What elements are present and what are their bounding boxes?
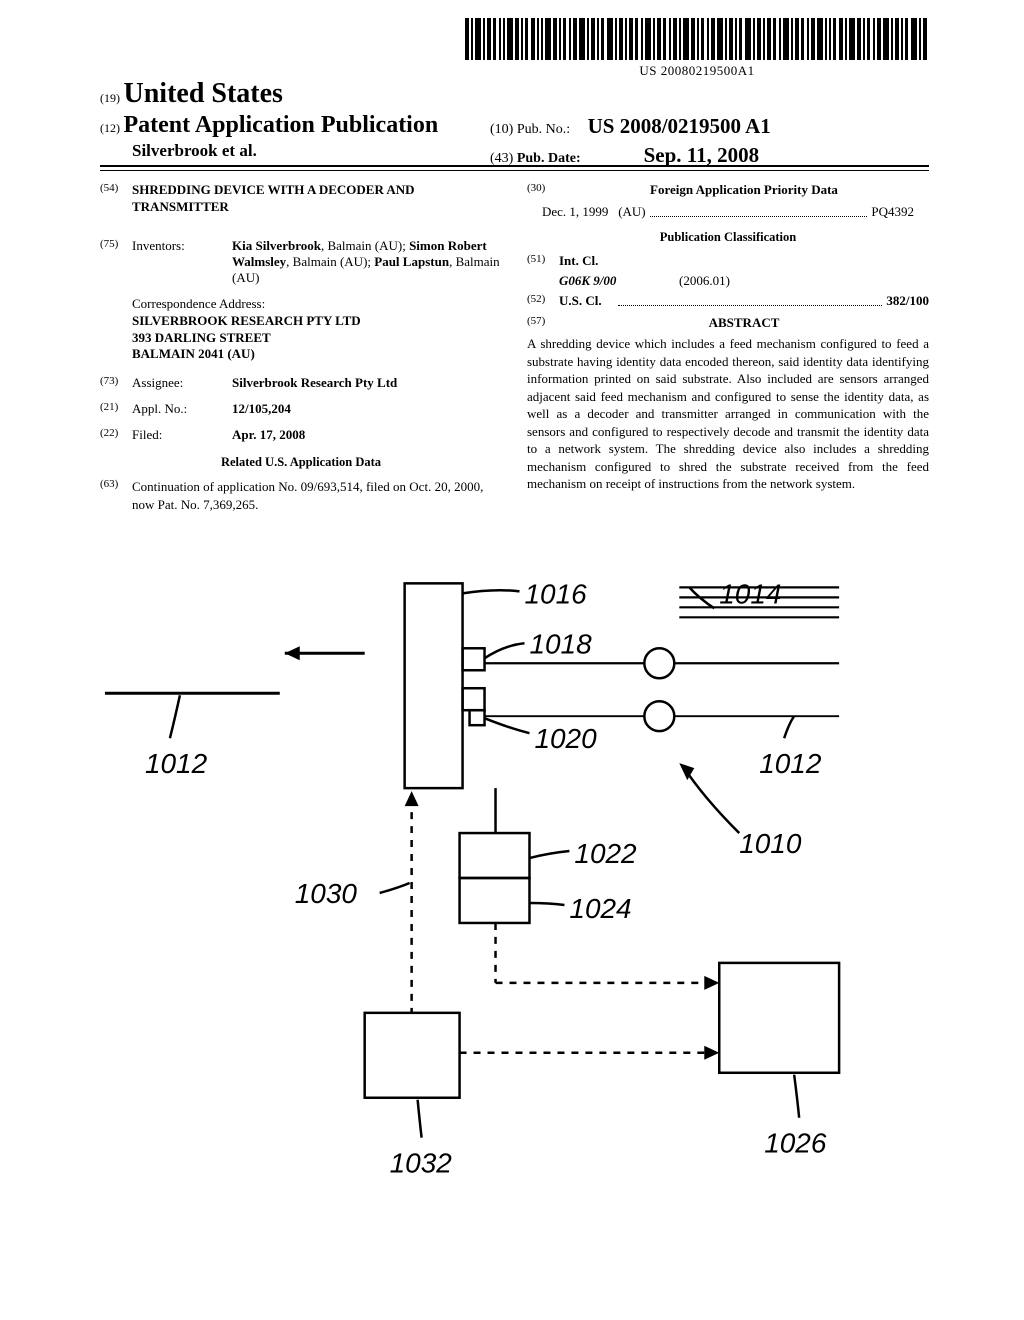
intcl-code-row: G06K 9/00 (2006.01): [559, 273, 929, 289]
corr-label: Correspondence Address:: [132, 296, 502, 313]
continuation-row: (63) Continuation of application No. 09/…: [100, 478, 502, 513]
intcl-num: (51): [527, 253, 559, 269]
barcode-block: US 20080219500A1: [465, 18, 929, 79]
country-num: (19): [100, 91, 120, 105]
filed-value: Apr. 17, 2008: [232, 427, 502, 443]
header-right: (10) Pub. No.: US 2008/0219500 A1 (43) P…: [490, 114, 771, 168]
right-column: (30) Foreign Application Priority Data D…: [527, 182, 929, 523]
corr-line2: 393 DARLING STREET: [132, 330, 502, 347]
pubno-num: (10): [490, 122, 513, 137]
correspondence: Correspondence Address: SILVERBROOK RESE…: [132, 296, 502, 364]
pubdate-value: Sep. 11, 2008: [644, 143, 760, 167]
intcl-row: (51) Int. Cl.: [527, 253, 929, 269]
abstract-num: (57): [527, 315, 559, 331]
foreign-date: Dec. 1, 1999: [542, 204, 608, 220]
inventors-label: Inventors:: [132, 238, 232, 286]
applno-label: Appl. No.:: [132, 401, 232, 417]
applno-num: (21): [100, 401, 132, 417]
divider: [100, 165, 929, 171]
barcode-text: US 20080219500A1: [465, 63, 929, 79]
dots: [650, 204, 868, 217]
label-1012-left: 1012: [145, 748, 208, 779]
cont-text: Continuation of application No. 09/693,5…: [132, 478, 502, 513]
left-column: (54) SHREDDING DEVICE WITH A DECODER AND…: [100, 182, 502, 523]
foreign-country: (AU): [618, 204, 645, 220]
title-num: (54): [100, 182, 132, 216]
assignee-label: Assignee:: [132, 375, 232, 391]
label-1022: 1022: [574, 838, 637, 869]
pubdate-label: Pub. Date:: [517, 151, 581, 166]
foreign-appno: PQ4392: [871, 204, 914, 220]
patent-page: US 20080219500A1 (19) United States (12)…: [0, 0, 1024, 1320]
label-1020: 1020: [534, 723, 597, 754]
assignee-row: (73) Assignee: Silverbrook Research Pty …: [100, 375, 502, 391]
uscl-row: (52) U.S. Cl. 382/100: [527, 293, 929, 309]
label-1024: 1024: [569, 893, 631, 924]
label-1026: 1026: [764, 1128, 827, 1159]
label-1016: 1016: [524, 578, 587, 609]
country-name: United States: [124, 78, 283, 109]
abstract-text: A shredding device which includes a feed…: [527, 335, 929, 493]
intcl-code: G06K 9/00: [559, 273, 679, 289]
dots2: [618, 293, 882, 306]
label-1018: 1018: [529, 628, 592, 659]
pub-type: Patent Application Publication: [124, 112, 439, 138]
pubno-label: Pub. No.:: [517, 122, 570, 137]
applno-value: 12/105,204: [232, 401, 502, 417]
uscl-label: U.S. Cl.: [559, 293, 614, 309]
inventors-row: (75) Inventors: Kia Silverbrook, Balmain…: [100, 238, 502, 286]
pubclass-header: Publication Classification: [527, 230, 929, 245]
intcl-year: (2006.01): [679, 273, 730, 289]
figure-svg: 1016 1014 1018 1020 1012 1012 1010 1022 …: [100, 573, 929, 1193]
figure-diagram: 1016 1014 1018 1020 1012 1012 1010 1022 …: [100, 573, 929, 1193]
country-line: (19) United States: [100, 78, 438, 110]
cont-num: (63): [100, 478, 132, 513]
label-1012-right: 1012: [759, 748, 822, 779]
filed-row: (22) Filed: Apr. 17, 2008: [100, 427, 502, 443]
label-1014: 1014: [719, 578, 781, 609]
pubno-value: US 2008/0219500 A1: [588, 114, 771, 138]
pub-type-line: (12) Patent Application Publication: [100, 112, 438, 139]
label-1010: 1010: [739, 828, 802, 859]
abstract-label: ABSTRACT: [559, 315, 929, 331]
foreign-header-row: (30) Foreign Application Priority Data: [527, 182, 929, 198]
biblio-columns: (54) SHREDDING DEVICE WITH A DECODER AND…: [100, 182, 929, 523]
pubdate-num: (43): [490, 151, 513, 166]
corr-line1: SILVERBROOK RESEARCH PTY LTD: [132, 313, 502, 330]
assignee-num: (73): [100, 375, 132, 391]
foreign-num: (30): [527, 182, 559, 198]
title-text: SHREDDING DEVICE WITH A DECODER AND TRAN…: [132, 182, 502, 216]
corr-line3: BALMAIN 2041 (AU): [132, 346, 502, 363]
label-1032: 1032: [390, 1148, 453, 1179]
related-header: Related U.S. Application Data: [100, 455, 502, 470]
filed-num: (22): [100, 427, 132, 443]
pubno-line: (10) Pub. No.: US 2008/0219500 A1: [490, 114, 771, 139]
uscl-value: 382/100: [886, 293, 929, 309]
pub-num: (12): [100, 121, 120, 135]
uscl-num: (52): [527, 293, 559, 309]
authors: Silverbrook et al.: [132, 141, 438, 161]
assignee-value: Silverbrook Research Pty Ltd: [232, 375, 502, 391]
title-row: (54) SHREDDING DEVICE WITH A DECODER AND…: [100, 182, 502, 216]
label-1030: 1030: [295, 878, 358, 909]
applno-row: (21) Appl. No.: 12/105,204: [100, 401, 502, 417]
header-left: (19) United States (12) Patent Applicati…: [100, 78, 438, 161]
foreign-header: Foreign Application Priority Data: [559, 182, 929, 198]
barcode-graphic: [465, 18, 929, 60]
inventors-num: (75): [100, 238, 132, 286]
intcl-label: Int. Cl.: [559, 253, 598, 269]
inventors-value: Kia Silverbrook, Balmain (AU); Simon Rob…: [232, 238, 502, 286]
filed-label: Filed:: [132, 427, 232, 443]
abstract-header-row: (57) ABSTRACT: [527, 315, 929, 331]
priority-row: Dec. 1, 1999 (AU) PQ4392: [527, 204, 929, 220]
